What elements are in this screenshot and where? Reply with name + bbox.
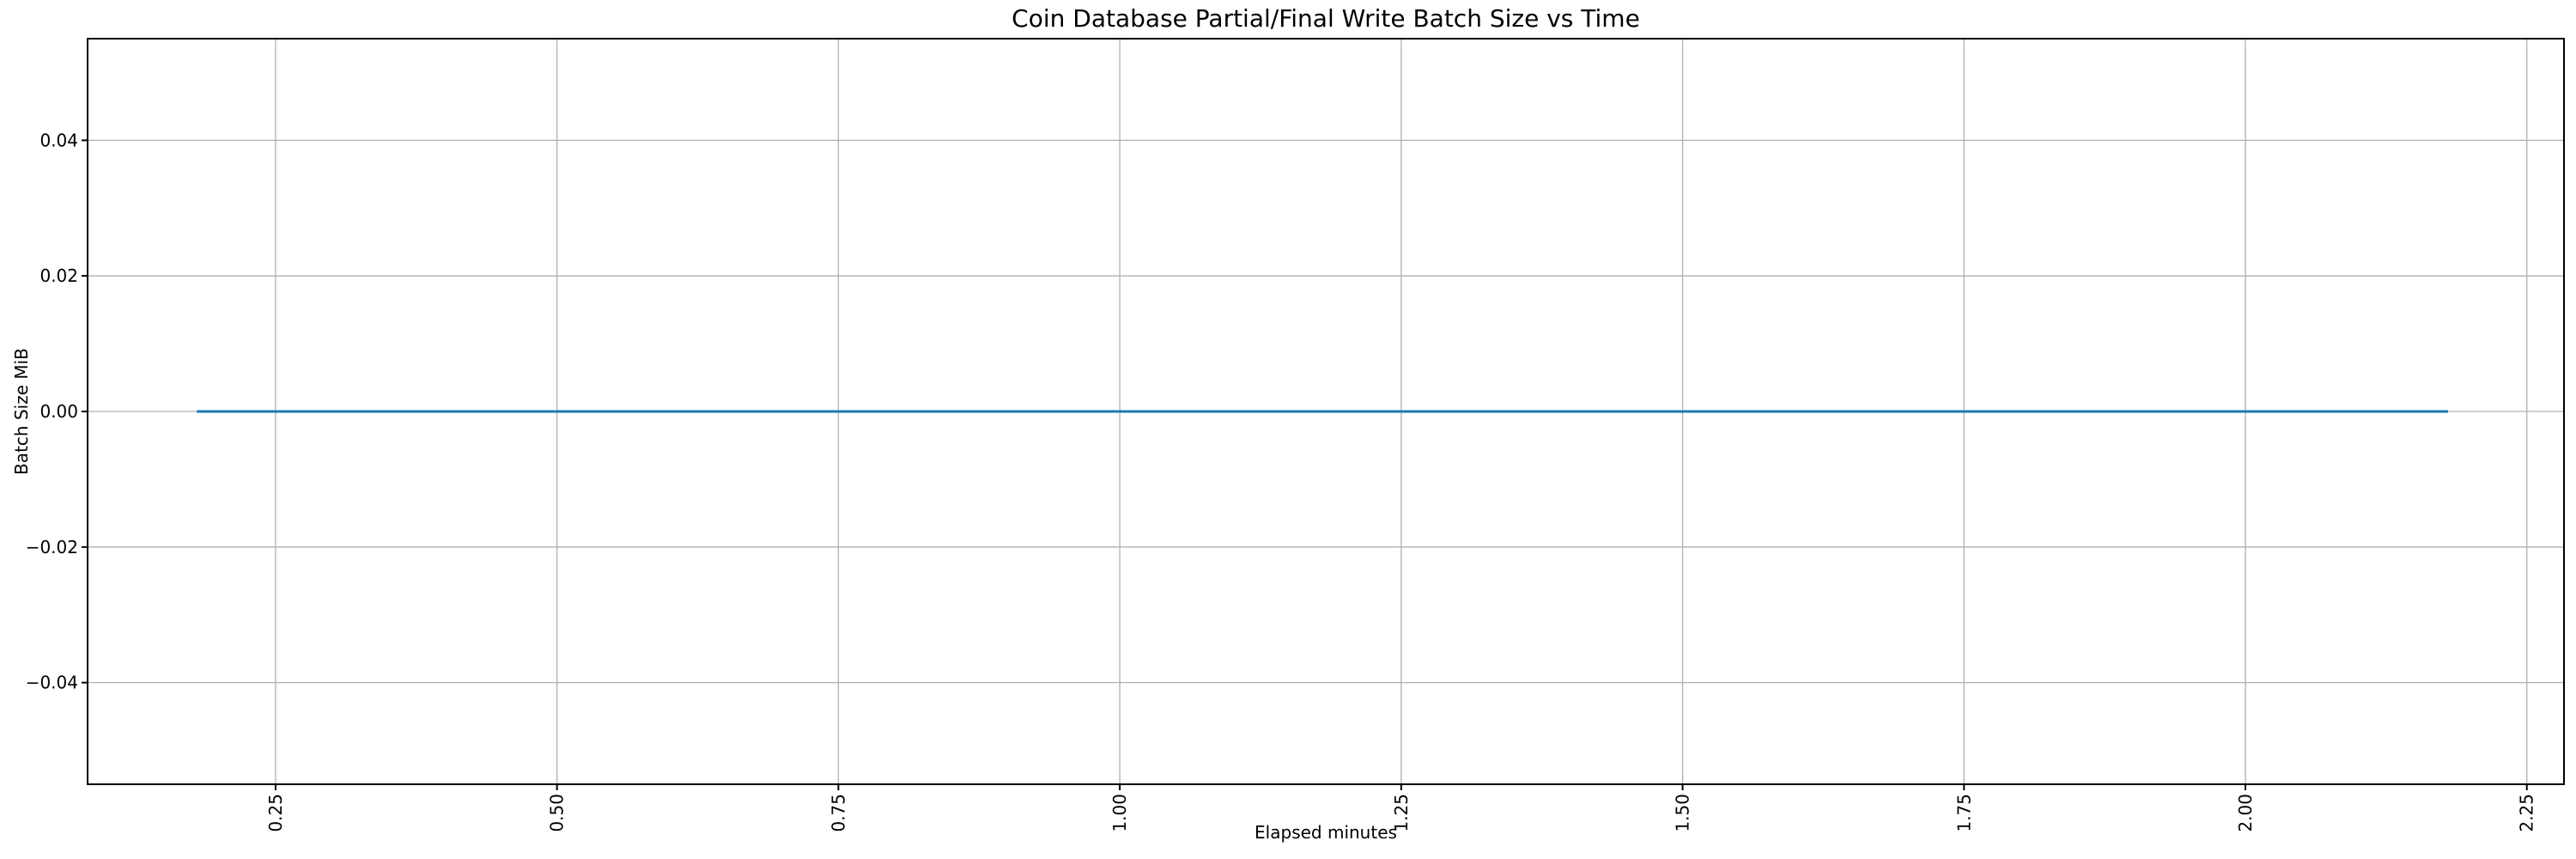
tick-label-x-0.25: 0.25 bbox=[265, 794, 286, 832]
tick-label-y-0.04: 0.04 bbox=[39, 130, 78, 150]
tick-label-x-2.00: 2.00 bbox=[2235, 794, 2256, 832]
tick-label-x-1.75: 1.75 bbox=[1953, 794, 1974, 832]
tick-label-x-1.25: 1.25 bbox=[1391, 794, 1412, 832]
chart-title: Coin Database Partial/Final Write Batch … bbox=[1012, 4, 1640, 33]
tick-label-x-2.25: 2.25 bbox=[2517, 794, 2537, 832]
x-axis-label: Elapsed minutes bbox=[1255, 822, 1397, 843]
tick-label-x-0.75: 0.75 bbox=[828, 794, 848, 832]
tick-label-y-−0.04: −0.04 bbox=[26, 673, 78, 693]
tick-label-y-0.00: 0.00 bbox=[39, 401, 78, 422]
y-axis-label: Batch Size MiB bbox=[11, 348, 32, 475]
tick-label-x-0.50: 0.50 bbox=[547, 794, 568, 832]
tick-label-y-−0.02: −0.02 bbox=[26, 537, 78, 557]
tick-label-y-0.02: 0.02 bbox=[39, 265, 78, 286]
tick-label-x-1.50: 1.50 bbox=[1673, 794, 1693, 832]
tick-label-x-1.00: 1.00 bbox=[1109, 794, 1130, 832]
